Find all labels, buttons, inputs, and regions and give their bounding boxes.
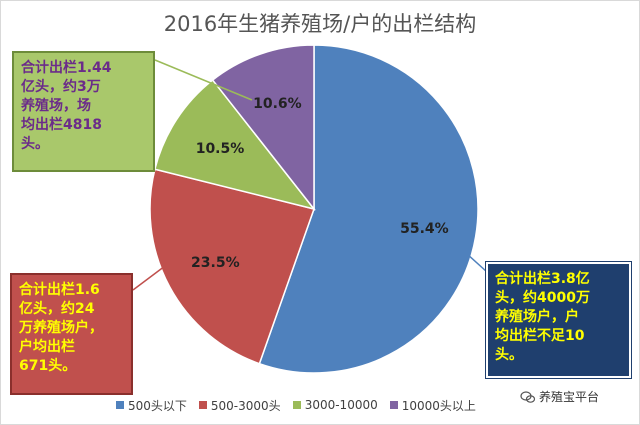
data-label-0: 55.4% <box>400 221 449 237</box>
legend-item-2: 3000-10000 <box>292 398 378 412</box>
chart-title: 2016年生猪养殖场/户的出栏结构 <box>163 12 477 36</box>
legend-item-3: 10000头以上 <box>389 397 476 414</box>
callout-under-500: 合计出栏3.8亿 头，约4000万 养殖场户，户 均出栏不足10 头。 <box>485 261 632 379</box>
callout-500-3000: 合计出栏1.6 亿头，约24 万养殖场户， 户均出栏 671头。 <box>10 273 133 395</box>
legend-swatch-2 <box>292 401 301 409</box>
chart-legend: 500头以下 500-3000头 3000-10000 10000头以上 <box>116 396 488 414</box>
legend-swatch-1 <box>198 401 207 409</box>
leader-line-green <box>154 59 253 101</box>
pie-slice-2 <box>153 78 316 211</box>
watermark: 养殖宝平台 <box>520 388 599 405</box>
data-label-3: 10.6% <box>253 96 302 112</box>
legend-swatch-0 <box>116 401 124 409</box>
pie-slice-3 <box>211 44 315 212</box>
legend-label-0: 500头以下 <box>128 398 187 413</box>
data-label-2: 10.5% <box>196 141 245 157</box>
leader-line-red <box>132 265 166 291</box>
leader-line-blue <box>455 243 488 273</box>
legend-item-1: 500-3000头 <box>198 397 281 414</box>
callout-3000-10000: 合计出栏1.44 亿头，约3万 养殖场，场 均出栏4818 头。 <box>12 51 155 172</box>
legend-label-1: 500-3000头 <box>210 398 281 413</box>
legend-label-3: 10000头以上 <box>401 398 476 413</box>
data-label-1: 23.5% <box>191 255 240 271</box>
legend-label-2: 3000-10000 <box>304 398 378 412</box>
watermark-text: 养殖宝平台 <box>539 390 600 404</box>
legend-item-0: 500头以下 <box>116 397 187 414</box>
legend-swatch-3 <box>389 401 398 409</box>
pie-slice-1 <box>149 168 315 365</box>
wechat-icon <box>520 390 536 403</box>
